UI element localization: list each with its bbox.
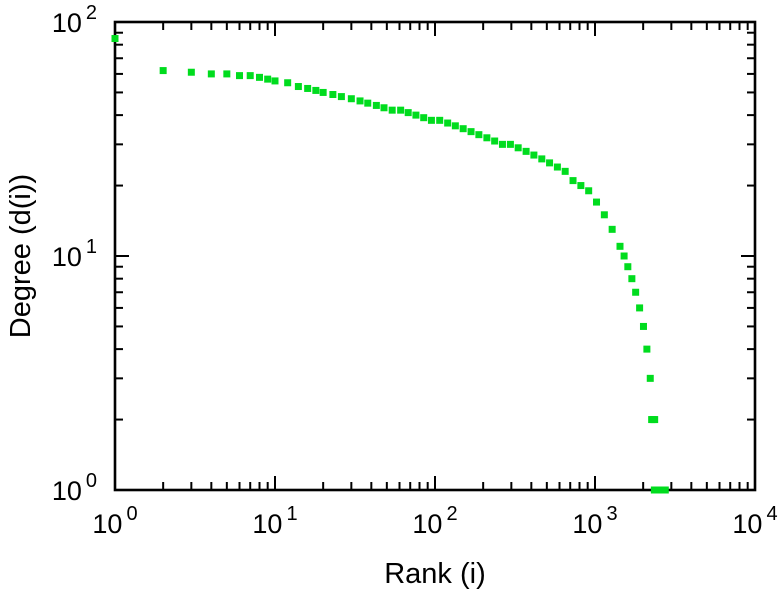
data-point	[475, 131, 483, 139]
data-point	[356, 97, 364, 105]
data-point	[264, 75, 272, 83]
data-point	[514, 144, 522, 152]
data-point	[187, 68, 195, 76]
x-axis-title: Rank (i)	[384, 558, 486, 590]
data-point	[255, 73, 263, 81]
tick-label-exponent: 0	[126, 503, 137, 525]
data-point	[546, 159, 554, 167]
tick-label-exponent: 1	[286, 503, 297, 525]
data-point	[364, 99, 372, 107]
data-point	[223, 70, 231, 78]
data-point	[427, 116, 435, 124]
y-tick-label: 10 2	[52, 2, 97, 38]
data-point	[646, 374, 654, 382]
tick-label-base: 10	[252, 509, 282, 539]
data-point	[388, 106, 396, 114]
data-point	[498, 140, 506, 148]
data-point	[284, 79, 292, 87]
data-point	[459, 125, 467, 133]
data-point	[569, 177, 577, 185]
data-point	[620, 252, 628, 260]
tick-label-base: 10	[732, 509, 762, 539]
data-point	[319, 88, 327, 96]
data-point	[636, 304, 644, 312]
data-point	[159, 67, 167, 75]
tick-label-base: 10	[412, 509, 442, 539]
data-point	[639, 322, 647, 330]
tick-label-base: 10	[572, 509, 602, 539]
data-point	[577, 182, 585, 190]
data-point	[207, 70, 215, 78]
tick-label-exponent: 4	[766, 503, 777, 525]
data-point	[538, 155, 546, 163]
data-point	[312, 86, 320, 94]
data-point	[420, 114, 428, 122]
data-point	[506, 140, 514, 148]
data-point	[347, 95, 355, 103]
data-point	[593, 198, 601, 206]
data-point	[337, 93, 345, 101]
x-tick-label: 10 4	[732, 503, 777, 539]
data-point	[246, 72, 254, 80]
x-tick-label: 10 3	[572, 503, 617, 539]
data-point	[530, 151, 538, 159]
tick-label-exponent: 2	[446, 503, 457, 525]
tick-label-base: 10	[92, 509, 122, 539]
data-point	[624, 263, 632, 271]
tick-label-base: 10	[52, 476, 82, 506]
data-point	[643, 345, 651, 353]
y-axis-title: Degree (d(i))	[5, 174, 37, 338]
data-point	[372, 101, 380, 109]
data-point	[294, 83, 302, 91]
data-point	[651, 416, 659, 424]
data-point	[616, 242, 624, 250]
data-point	[397, 106, 405, 114]
data-point	[632, 288, 640, 296]
data-point	[628, 275, 636, 283]
x-tick-label: 10 0	[92, 503, 137, 539]
data-point	[304, 84, 312, 92]
data-point	[436, 116, 444, 124]
data-point	[561, 167, 569, 175]
data-point	[271, 77, 279, 85]
tick-label-exponent: 3	[606, 503, 617, 525]
data-point	[380, 104, 388, 112]
data-point	[585, 187, 593, 195]
tick-label-exponent: 2	[86, 2, 97, 24]
tick-label-exponent: 0	[86, 470, 97, 492]
data-point	[608, 225, 616, 233]
data-point	[661, 486, 669, 494]
data-point	[111, 35, 119, 43]
data-point	[467, 128, 475, 136]
data-point	[600, 211, 608, 219]
x-tick-label: 10 1	[252, 503, 297, 539]
plot-frame	[113, 20, 757, 492]
y-tick-label: 10 0	[52, 470, 97, 506]
data-point	[412, 111, 420, 119]
x-tick-label: 10 2	[412, 503, 457, 539]
data-point	[491, 137, 499, 145]
data-point	[236, 72, 244, 80]
data-point	[483, 134, 491, 142]
tick-label-base: 10	[52, 242, 82, 272]
data-point	[329, 90, 337, 98]
data-point	[404, 109, 412, 117]
data-point	[444, 119, 452, 127]
y-tick-label: 10 1	[52, 236, 97, 272]
tick-label-base: 10	[52, 8, 82, 38]
tick-label-exponent: 1	[86, 236, 97, 258]
data-point	[451, 122, 459, 130]
data-point	[553, 163, 561, 171]
data-point	[522, 147, 530, 155]
